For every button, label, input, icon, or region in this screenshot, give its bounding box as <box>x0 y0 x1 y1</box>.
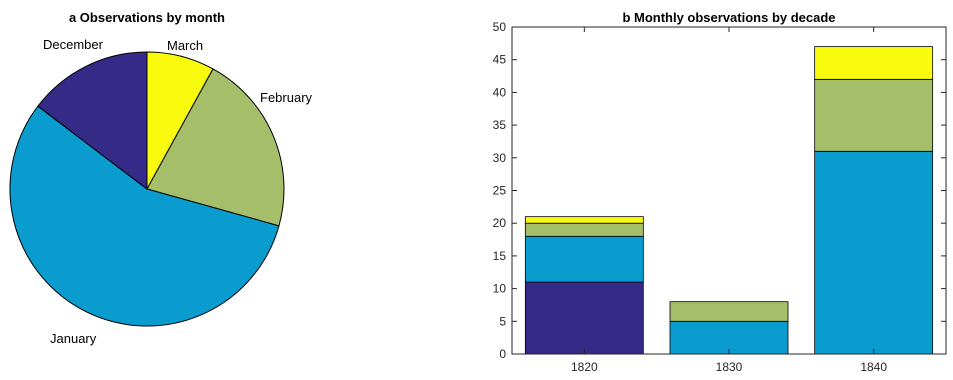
bar-chart-title: b Monthly observations by decade <box>622 10 835 25</box>
y-tick-label-0: 0 <box>499 347 506 361</box>
y-tick-label-25: 25 <box>493 184 507 198</box>
bar-y-ticks: 0 5 10 15 20 25 30 35 40 45 50 <box>493 20 946 361</box>
pie-label-january: January <box>50 331 97 346</box>
y-tick-label-5: 5 <box>499 314 506 328</box>
bar-1840-march <box>814 46 934 80</box>
y-tick-label-45: 45 <box>493 53 507 67</box>
pie-chart: a Observations by month March February Jan… <box>9 10 313 346</box>
pie-labels: March February January December <box>43 37 313 346</box>
y-tick-label-35: 35 <box>493 118 507 132</box>
y-tick-label-15: 15 <box>493 249 507 263</box>
y-tick-label-40: 40 <box>493 85 507 99</box>
pie-label-december: December <box>43 37 104 52</box>
pie-chart-title: a Observations by month <box>69 10 225 25</box>
bar-1840-january <box>814 150 934 355</box>
pie-slice-december <box>37 51 148 191</box>
y-tick-label-30: 30 <box>493 151 507 165</box>
bar-1840-february <box>814 78 934 152</box>
pie-slice-february <box>146 68 285 227</box>
bar-1820-december <box>524 281 644 355</box>
bar-chart: b Monthly observations by decade 0 5 10 15 2… <box>493 10 947 374</box>
bar-1820-february <box>524 222 644 237</box>
bar-1820-march <box>524 216 644 224</box>
pie-slices <box>9 51 285 327</box>
bar-1830-february <box>669 301 789 322</box>
bar-1820-january <box>524 235 644 283</box>
bar-x-ticks: 1820 1830 1840 <box>571 27 887 374</box>
y-tick-label-20: 20 <box>493 216 507 230</box>
pie-slice-january <box>9 105 280 327</box>
pie-label-march: March <box>167 38 203 53</box>
y-tick-label-10: 10 <box>493 282 507 296</box>
bar-rects <box>524 46 934 355</box>
x-tick-label-1840: 1840 <box>860 360 887 374</box>
y-tick-label-50: 50 <box>493 20 507 34</box>
pie-label-february: February <box>260 90 313 105</box>
x-tick-label-1830: 1830 <box>716 360 743 374</box>
x-tick-label-1820: 1820 <box>571 360 598 374</box>
